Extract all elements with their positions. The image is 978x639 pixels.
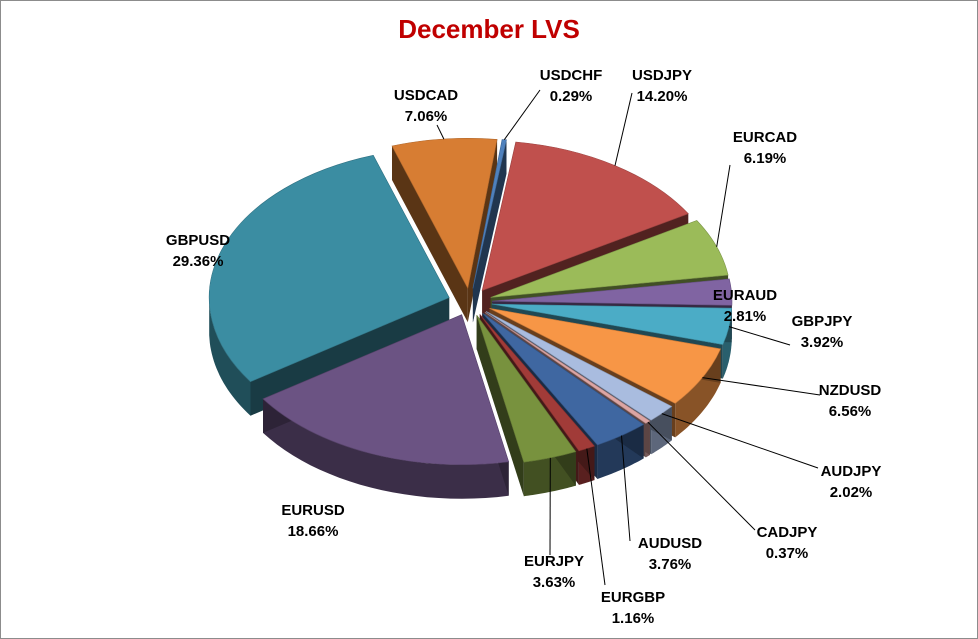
slice-eurjpy xyxy=(476,314,577,463)
label-pct-nzdusd: 6.56% xyxy=(829,403,872,420)
label-name-audusd: AUDUSD xyxy=(638,535,702,552)
slice-cadjpy xyxy=(484,311,651,424)
label-name-eurgbp: EURGBP xyxy=(601,589,665,606)
slice-eurcad xyxy=(490,220,729,298)
label-name-usdcad: USDCAD xyxy=(394,87,458,104)
label-name-usdjpy: USDJPY xyxy=(632,67,692,84)
label-pct-eurcad: 6.19% xyxy=(744,150,787,167)
slice-side-eurusd xyxy=(263,398,509,499)
label-name-euraud: EURAUD xyxy=(713,287,777,304)
label-name-usdchf: USDCHF xyxy=(540,67,603,84)
slice-usdcad xyxy=(391,138,498,290)
pie-tops xyxy=(208,138,733,465)
label-name-cadjpy: CADJPY xyxy=(757,524,818,541)
label-name-eurusd: EURUSD xyxy=(281,502,345,519)
leader-gbpjpy xyxy=(728,326,791,346)
label-name-gbpjpy: GBPJPY xyxy=(792,313,853,330)
label-name-eurjpy: EURJPY xyxy=(524,553,584,570)
label-pct-usdjpy: 14.20% xyxy=(637,88,688,105)
leader-eurgbp xyxy=(586,448,606,586)
slice-face-usdcad xyxy=(392,146,468,323)
label-pct-gbpusd: 29.36% xyxy=(173,253,224,270)
leader-eurcad xyxy=(716,164,731,247)
label-pct-eurgbp: 1.16% xyxy=(612,610,655,627)
label-name-gbpusd: GBPUSD xyxy=(166,232,230,249)
leader-audusd xyxy=(621,435,631,542)
slice-side-gbpusd xyxy=(209,297,251,416)
label-pct-gbpjpy: 3.92% xyxy=(801,334,844,351)
label-name-audjpy: AUDJPY xyxy=(821,463,882,480)
slice-audjpy xyxy=(485,311,673,421)
leader-audjpy xyxy=(661,413,819,469)
slice-face-usdchf xyxy=(472,139,507,323)
slice-labels: USDCHF 0.29% USDJPY 14.20% EURCAD 6.19% EURAUD… xyxy=(166,67,882,627)
slice-gbpusd xyxy=(208,154,450,383)
label-pct-audusd: 3.76% xyxy=(649,556,692,573)
label-pct-usdcad: 7.06% xyxy=(405,108,448,125)
label-pct-euraud: 2.81% xyxy=(724,308,767,325)
slice-eurgbp xyxy=(479,314,596,452)
label-pct-usdchf: 0.29% xyxy=(550,88,593,105)
leader-usdcad xyxy=(436,124,445,140)
slice-euraud xyxy=(491,278,733,306)
leader-cadjpy xyxy=(647,421,756,531)
label-pct-audjpy: 2.02% xyxy=(830,484,873,501)
label-name-nzdusd: NZDUSD xyxy=(819,382,882,399)
leader-lines xyxy=(436,89,821,586)
label-pct-cadjpy: 0.37% xyxy=(766,545,809,562)
slice-audusd xyxy=(482,312,645,446)
slice-gbpjpy xyxy=(491,303,733,345)
slice-eurusd xyxy=(262,314,510,465)
label-pct-eurjpy: 3.63% xyxy=(533,574,576,591)
slice-usdjpy xyxy=(481,141,689,291)
chart-title: December LVS xyxy=(398,14,580,44)
label-pct-eurusd: 18.66% xyxy=(288,523,339,540)
slice-face-eurjpy xyxy=(476,315,524,497)
label-name-eurcad: EURCAD xyxy=(733,129,797,146)
leader-usdchf xyxy=(503,89,541,140)
leader-nzdusd xyxy=(702,377,821,396)
leader-usdjpy xyxy=(614,92,633,166)
